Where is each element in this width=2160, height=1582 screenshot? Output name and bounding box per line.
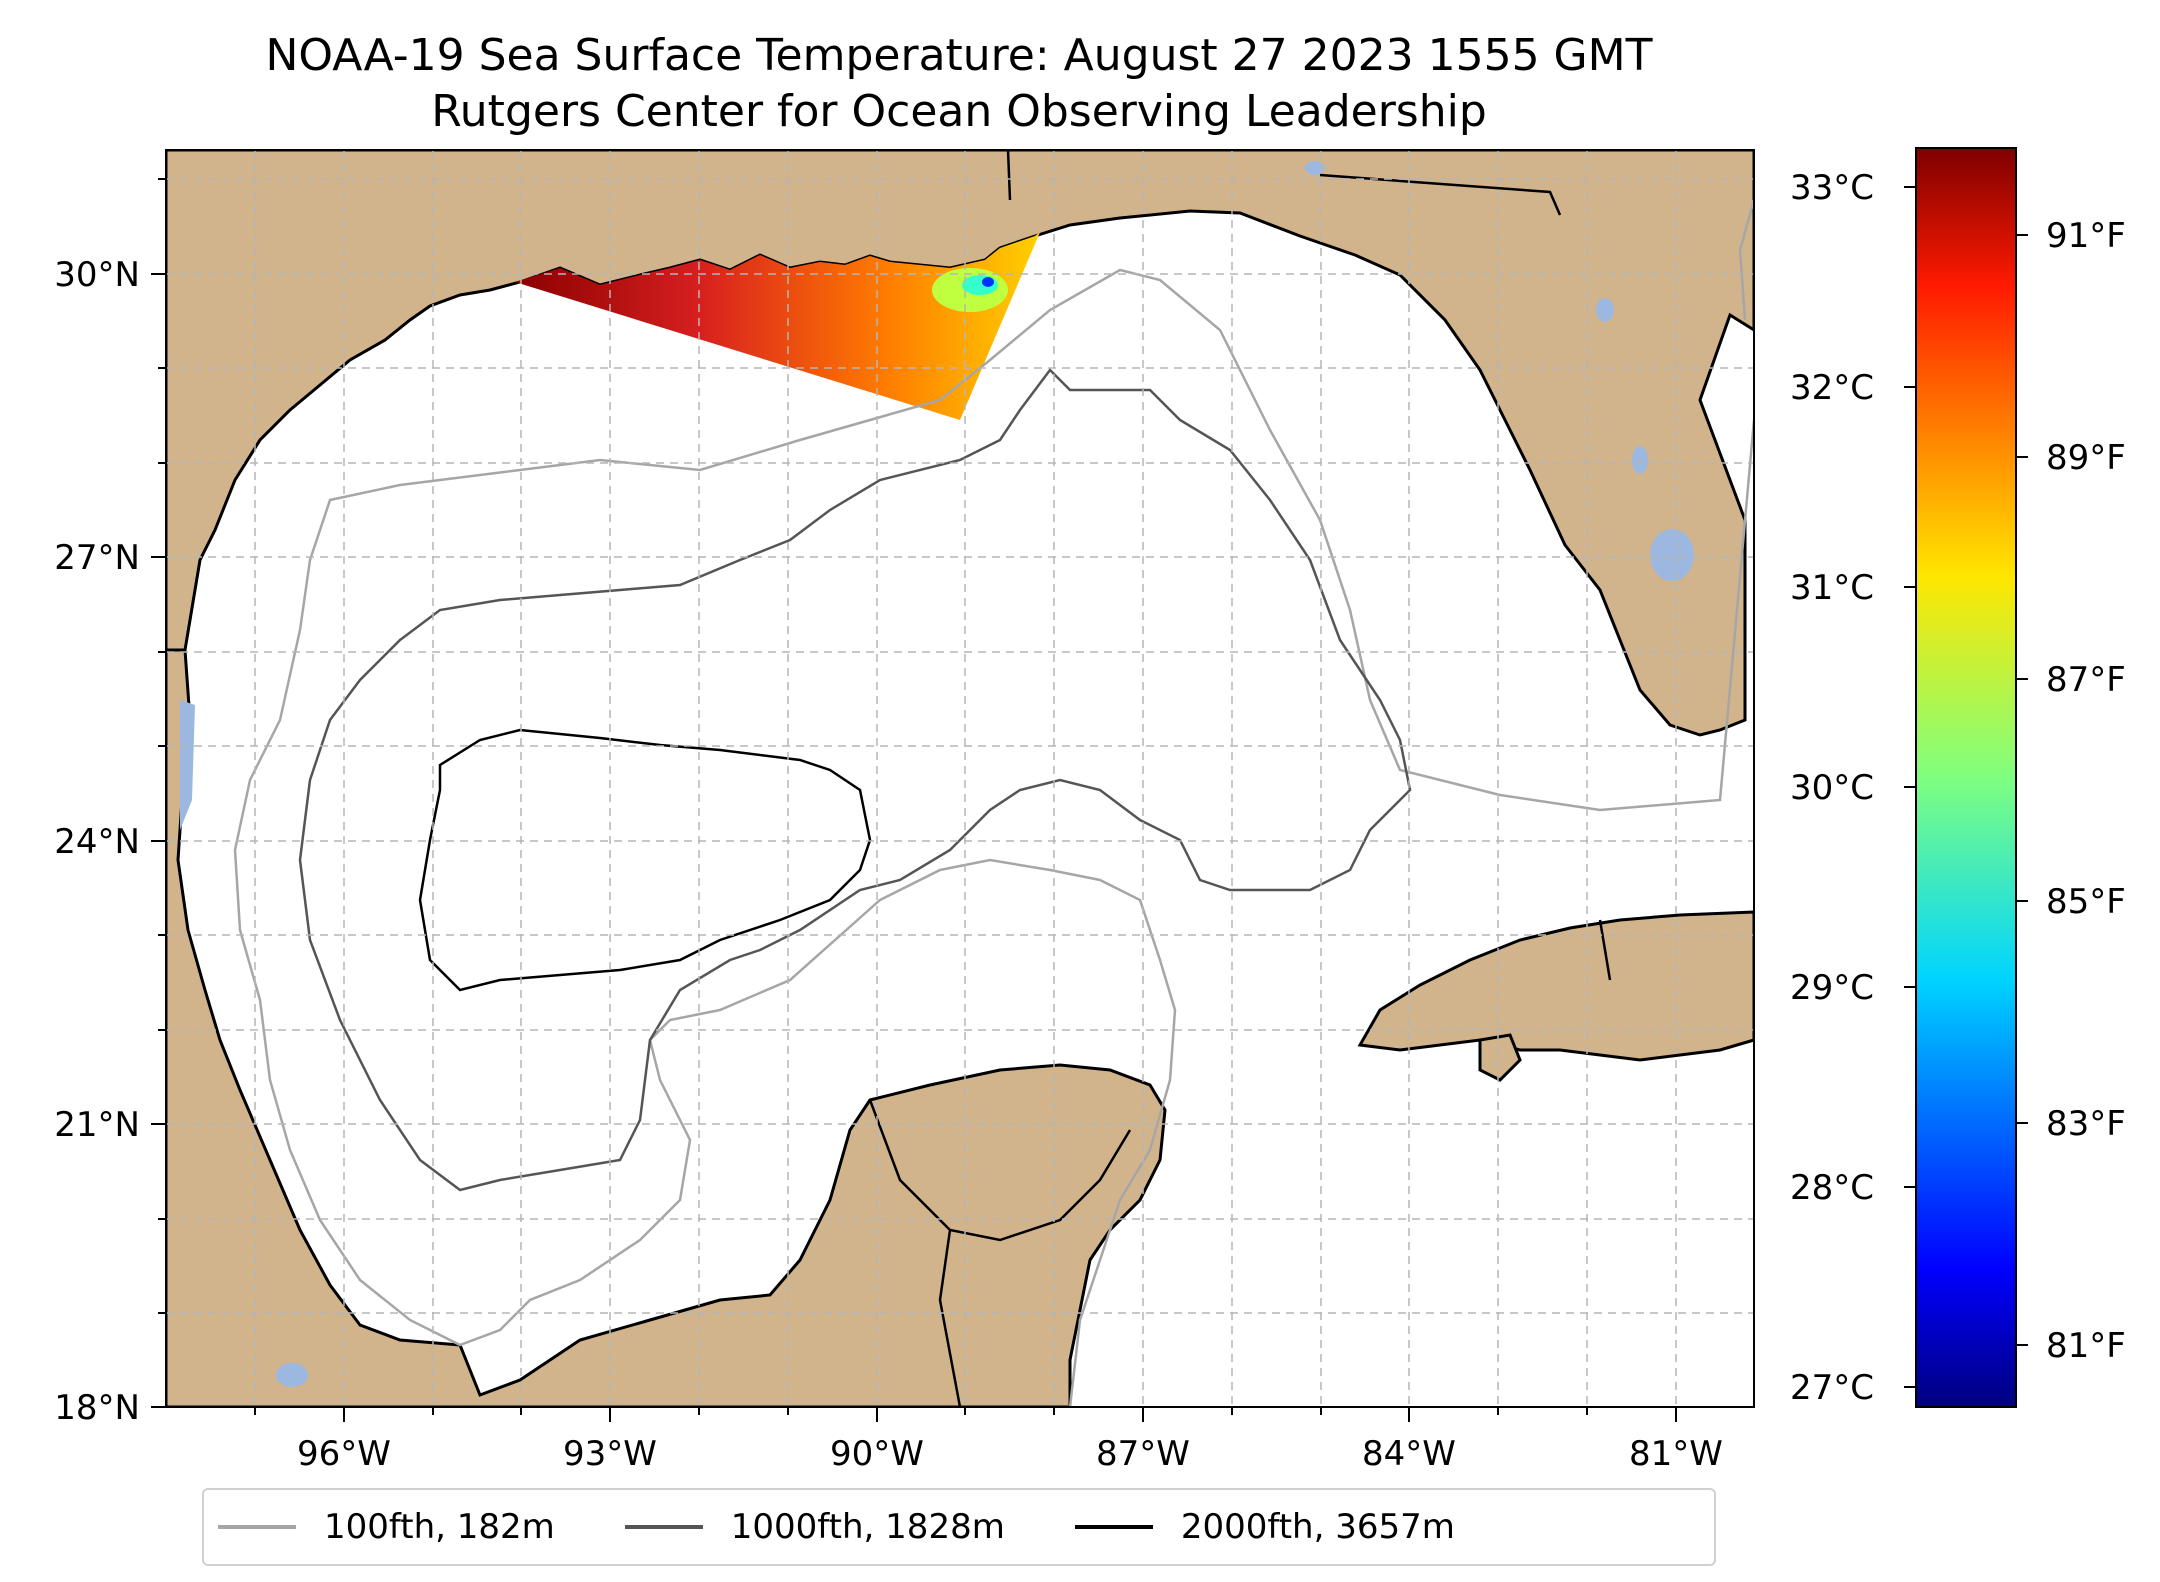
colorbar-label-31c: 31°C bbox=[1790, 568, 1874, 608]
legend-item-100fth: 100fth, 182m bbox=[218, 1507, 555, 1547]
y-tick-label-18n: 18°N bbox=[54, 1388, 140, 1428]
x-tick-label-96w: 96°W bbox=[297, 1434, 391, 1474]
colorbar-label-83f: 83°F bbox=[2046, 1104, 2126, 1144]
sst-swath bbox=[515, 232, 1040, 420]
colorbar-label-81f: 81°F bbox=[2046, 1326, 2126, 1366]
legend-item-1000fth: 1000fth, 1828m bbox=[624, 1507, 1005, 1547]
y-tick-label-21n: 21°N bbox=[54, 1105, 140, 1145]
colorbar bbox=[1915, 147, 2017, 1408]
y-tick-label-24n: 24°N bbox=[54, 822, 140, 862]
colorbar-label-87f: 87°F bbox=[2046, 660, 2126, 700]
lakes bbox=[180, 161, 1694, 1387]
legend-swatch-2000fth bbox=[1074, 1525, 1153, 1529]
figure-title: NOAA-19 Sea Surface Temperature: August … bbox=[0, 28, 1918, 140]
contour-1000fth bbox=[298, 368, 1412, 1192]
legend-label-100fth: 100fth, 182m bbox=[324, 1507, 555, 1547]
map-frame bbox=[165, 149, 1755, 1408]
x-tick-label-84w: 84°W bbox=[1362, 1434, 1456, 1474]
y-tick-label-30n: 30°N bbox=[54, 255, 140, 295]
legend: 100fth, 182m 1000fth, 1828m 2000fth, 365… bbox=[202, 1488, 1716, 1566]
contour-100fth bbox=[233, 199, 1754, 1407]
contour-2000fth bbox=[418, 728, 872, 992]
land-isla-juventud bbox=[1478, 1033, 1522, 1082]
legend-label-1000fth: 1000fth, 1828m bbox=[730, 1507, 1005, 1547]
legend-label-2000fth: 2000fth, 3657m bbox=[1180, 1507, 1455, 1547]
colorbar-label-85f: 85°F bbox=[2046, 882, 2126, 922]
axis-ticks bbox=[151, 178, 1677, 1422]
colorbar-label-32c: 32°C bbox=[1790, 368, 1874, 408]
legend-swatch-100fth bbox=[218, 1525, 296, 1529]
legend-swatch-1000fth bbox=[624, 1525, 703, 1529]
x-tick-label-81w: 81°W bbox=[1629, 1434, 1723, 1474]
x-tick-label-87w: 87°W bbox=[1096, 1434, 1190, 1474]
colorbar-label-30c: 30°C bbox=[1790, 768, 1874, 808]
title-line-2: Rutgers Center for Ocean Observing Leade… bbox=[431, 86, 1487, 137]
colorbar-label-33c: 33°C bbox=[1790, 168, 1874, 208]
colorbar-label-29c: 29°C bbox=[1790, 968, 1874, 1008]
land-mexico bbox=[166, 648, 1167, 1407]
y-tick-label-27n: 27°N bbox=[54, 538, 140, 578]
colorbar-label-27c: 27°C bbox=[1790, 1368, 1874, 1408]
title-line-1: NOAA-19 Sea Surface Temperature: August … bbox=[265, 30, 1653, 81]
political-boundaries bbox=[868, 150, 1612, 1407]
sst-cool-patch bbox=[932, 268, 1008, 312]
colorbar-label-91f: 91°F bbox=[2046, 216, 2126, 256]
legend-item-2000fth: 2000fth, 3657m bbox=[1074, 1507, 1455, 1547]
x-tick-label-93w: 93°W bbox=[563, 1434, 657, 1474]
colorbar-label-89f: 89°F bbox=[2046, 438, 2126, 478]
map-area bbox=[166, 150, 1754, 1407]
x-tick-label-90w: 90°W bbox=[830, 1434, 924, 1474]
colorbar-ticks bbox=[1904, 186, 2028, 1388]
gridlines bbox=[166, 150, 1754, 1407]
colorbar-label-28c: 28°C bbox=[1790, 1168, 1874, 1208]
